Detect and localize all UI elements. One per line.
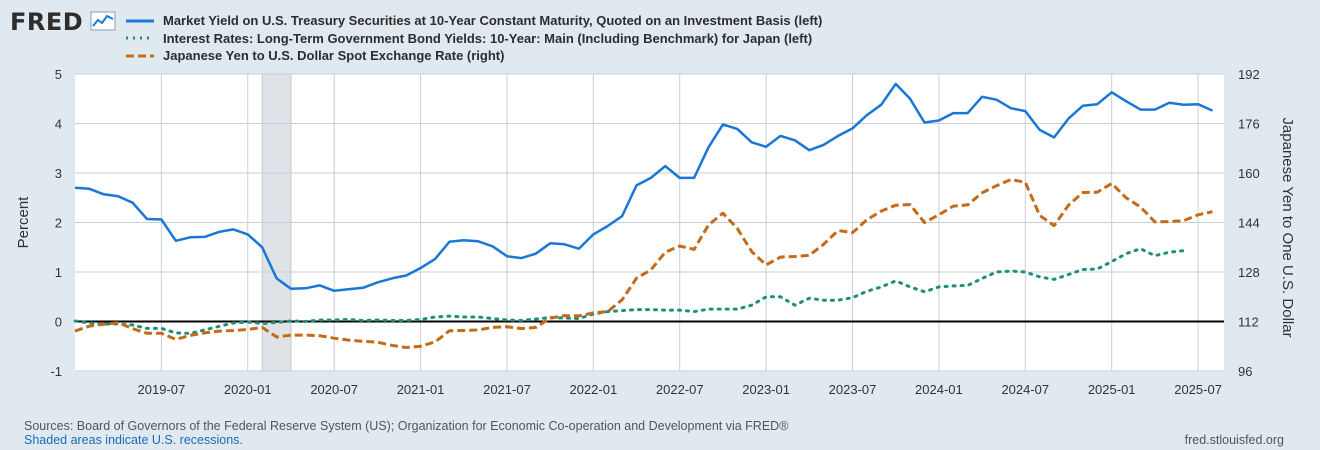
legend-item[interactable]: Japanese Yen to U.S. Dollar Spot Exchang… bbox=[125, 47, 822, 65]
fred-url[interactable]: fred.stlouisfed.org bbox=[1184, 433, 1284, 447]
x-tick-label: 2021-01 bbox=[397, 382, 445, 397]
legend-swatch bbox=[126, 19, 154, 23]
y2-tick-label: 128 bbox=[1238, 265, 1260, 280]
fred-logo[interactable]: FRED bbox=[10, 8, 84, 36]
x-tick-label: 2019-07 bbox=[138, 382, 186, 397]
x-tick-label: 2023-07 bbox=[829, 382, 877, 397]
y2-tick-label: 176 bbox=[1238, 117, 1260, 132]
x-tick-label: 2025-07 bbox=[1174, 382, 1222, 397]
y-tick-label: 5 bbox=[55, 67, 62, 82]
legend-swatch bbox=[126, 36, 154, 40]
legend-swatch bbox=[126, 54, 154, 58]
x-tick-label: 2020-01 bbox=[224, 382, 272, 397]
x-tick-label: 2023-01 bbox=[742, 382, 790, 397]
chart-header: FRED Market Yield on U.S. Treasury Secur… bbox=[10, 8, 1310, 68]
series-line-2 bbox=[73, 247, 1186, 335]
y-tick-label: 3 bbox=[55, 166, 62, 181]
y-tick-label: -1 bbox=[50, 364, 62, 379]
y2-tick-label: 160 bbox=[1238, 166, 1260, 181]
legend-label: Japanese Yen to U.S. Dollar Spot Exchang… bbox=[163, 48, 505, 64]
legend-label: Market Yield on U.S. Treasury Securities… bbox=[163, 13, 823, 29]
recession-note: Shaded areas indicate U.S. recessions. bbox=[24, 433, 243, 447]
legend-item[interactable]: Market Yield on U.S. Treasury Securities… bbox=[125, 12, 822, 30]
y2-tick-label: 192 bbox=[1238, 67, 1260, 82]
series-line-1 bbox=[74, 82, 1214, 293]
x-tick-label: 2021-07 bbox=[483, 382, 531, 397]
x-tick-label: 2025-01 bbox=[1088, 382, 1136, 397]
y2-axis-title: Japanese Yen to One U.S. Dollar bbox=[1279, 117, 1296, 337]
y2-tick-label: 96 bbox=[1238, 364, 1252, 379]
legend-item[interactable]: Interest Rates: Long-Term Government Bon… bbox=[125, 30, 822, 48]
legend-label: Interest Rates: Long-Term Government Bon… bbox=[163, 30, 813, 46]
y-tick-label: 4 bbox=[55, 117, 62, 132]
chart-legend: Market Yield on U.S. Treasury Securities… bbox=[125, 12, 822, 65]
y-tick-label: 0 bbox=[55, 315, 62, 330]
y-tick-label: 1 bbox=[55, 265, 62, 280]
y2-tick-label: 112 bbox=[1238, 315, 1259, 330]
chart-area: -1 0 1 2 3 4 5 96 112 128 144 160 176 192 2019-07 2020-… bbox=[15, 67, 1296, 397]
y2-tick-label: 144 bbox=[1238, 216, 1260, 231]
x-tick-label: 2022-01 bbox=[569, 382, 617, 397]
y-tick-label: 2 bbox=[55, 216, 62, 231]
x-tick-label: 2024-01 bbox=[915, 382, 963, 397]
x-tick-label: 2020-07 bbox=[310, 382, 358, 397]
sources-note: Sources: Board of Governors of the Feder… bbox=[24, 419, 789, 433]
x-tick-label: 2022-07 bbox=[656, 382, 704, 397]
x-tick-label: 2024-07 bbox=[1001, 382, 1049, 397]
y-axis-title: Percent bbox=[15, 196, 32, 249]
series-line-3 bbox=[74, 178, 1213, 349]
trend-line-icon bbox=[90, 11, 116, 31]
